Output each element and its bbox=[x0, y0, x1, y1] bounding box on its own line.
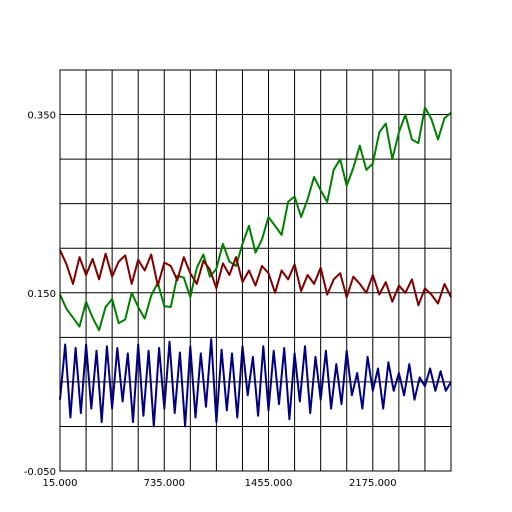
series-line-2 bbox=[59, 338, 452, 428]
x-tick-label: 2175.000 bbox=[349, 478, 397, 489]
grid-lines bbox=[59, 69, 452, 472]
y-tick-label: 0.150 bbox=[27, 289, 56, 300]
y-tick-label: 0.350 bbox=[27, 111, 56, 122]
tick-labels: 15.000 735.000 1455.000 2175.000 -0.050 0.150… bbox=[24, 111, 397, 489]
series-line-0 bbox=[59, 106, 452, 332]
series-line-1 bbox=[59, 249, 452, 307]
x-tick-label: 15.000 bbox=[43, 478, 78, 489]
y-tick-label: -0.050 bbox=[24, 467, 56, 478]
x-tick-label: 1455.000 bbox=[245, 478, 293, 489]
series-lines bbox=[59, 106, 452, 428]
x-tick-label: 735.000 bbox=[144, 478, 185, 489]
plot-frame bbox=[59, 69, 452, 472]
